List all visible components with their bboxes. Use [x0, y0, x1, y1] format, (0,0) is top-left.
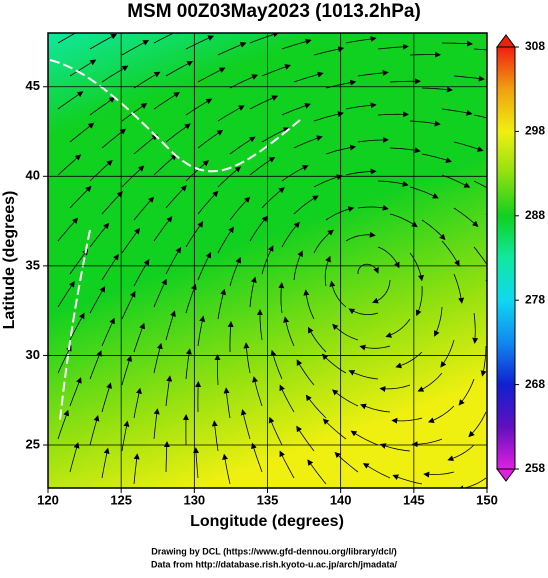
colorbar-tick-label: 298 [525, 124, 545, 138]
colorbar-extend-bottom [497, 469, 515, 481]
x-tick-label: 135 [257, 492, 279, 507]
colorbar-tick-label: 288 [525, 208, 545, 222]
colorbar-tick-label: 308 [525, 39, 545, 53]
footer-text: Data from http://database.rish.kyoto-u.a… [151, 559, 398, 569]
x-tick-label: 120 [37, 492, 59, 507]
y-axis-label: Latitude (degrees) [1, 191, 18, 330]
y-tick-label: 40 [26, 168, 40, 183]
chart-title: MSM 00Z03May2023 (1013.2hPa) [127, 1, 421, 22]
colorbar-tick-label: 258 [525, 461, 545, 475]
colorbar-tick-label: 268 [525, 377, 545, 391]
map-field [48, 28, 516, 489]
x-tick-label: 150 [476, 492, 498, 507]
y-tick-label: 25 [26, 436, 40, 451]
footer-text: Drawing by DCL (https://www.gfd-dennou.o… [151, 546, 397, 556]
x-axis-label: Longitude (degrees) [190, 513, 344, 530]
colorbar-tick-label: 278 [525, 292, 545, 306]
y-tick-label: 30 [26, 347, 40, 362]
y-tick-label: 35 [26, 257, 40, 272]
colorbar-extend-top [497, 35, 515, 47]
x-tick-label: 130 [183, 492, 205, 507]
colorbar [497, 47, 515, 469]
x-tick-label: 140 [330, 492, 352, 507]
x-tick-label: 145 [403, 492, 425, 507]
x-tick-label: 125 [110, 492, 132, 507]
y-tick-label: 45 [26, 78, 40, 93]
